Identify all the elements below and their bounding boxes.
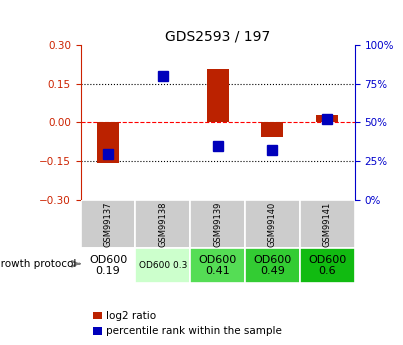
- Bar: [245, 248, 300, 283]
- Bar: [81, 248, 135, 283]
- Bar: [300, 200, 355, 248]
- Title: GDS2593 / 197: GDS2593 / 197: [165, 30, 270, 44]
- Text: GSM99138: GSM99138: [158, 201, 167, 247]
- Text: growth protocol: growth protocol: [0, 259, 77, 269]
- Bar: [316, 115, 338, 122]
- Bar: [190, 248, 245, 283]
- Bar: [207, 69, 229, 122]
- Text: OD600 0.3: OD600 0.3: [139, 261, 187, 270]
- Bar: [81, 200, 135, 248]
- Text: OD600
0.49: OD600 0.49: [253, 255, 291, 276]
- Text: GSM99137: GSM99137: [104, 201, 112, 247]
- Bar: [245, 200, 300, 248]
- Text: percentile rank within the sample: percentile rank within the sample: [106, 326, 281, 336]
- Bar: [97, 122, 119, 162]
- Text: GSM99141: GSM99141: [323, 201, 332, 247]
- Bar: [300, 248, 355, 283]
- Text: OD600
0.6: OD600 0.6: [308, 255, 346, 276]
- Text: GSM99140: GSM99140: [268, 201, 277, 247]
- Text: log2 ratio: log2 ratio: [106, 311, 156, 321]
- Bar: [190, 200, 245, 248]
- Bar: [135, 248, 190, 283]
- Bar: [262, 122, 283, 137]
- Text: GSM99139: GSM99139: [213, 201, 222, 247]
- Text: OD600
0.41: OD600 0.41: [199, 255, 237, 276]
- Bar: [135, 200, 190, 248]
- Text: OD600
0.19: OD600 0.19: [89, 255, 127, 276]
